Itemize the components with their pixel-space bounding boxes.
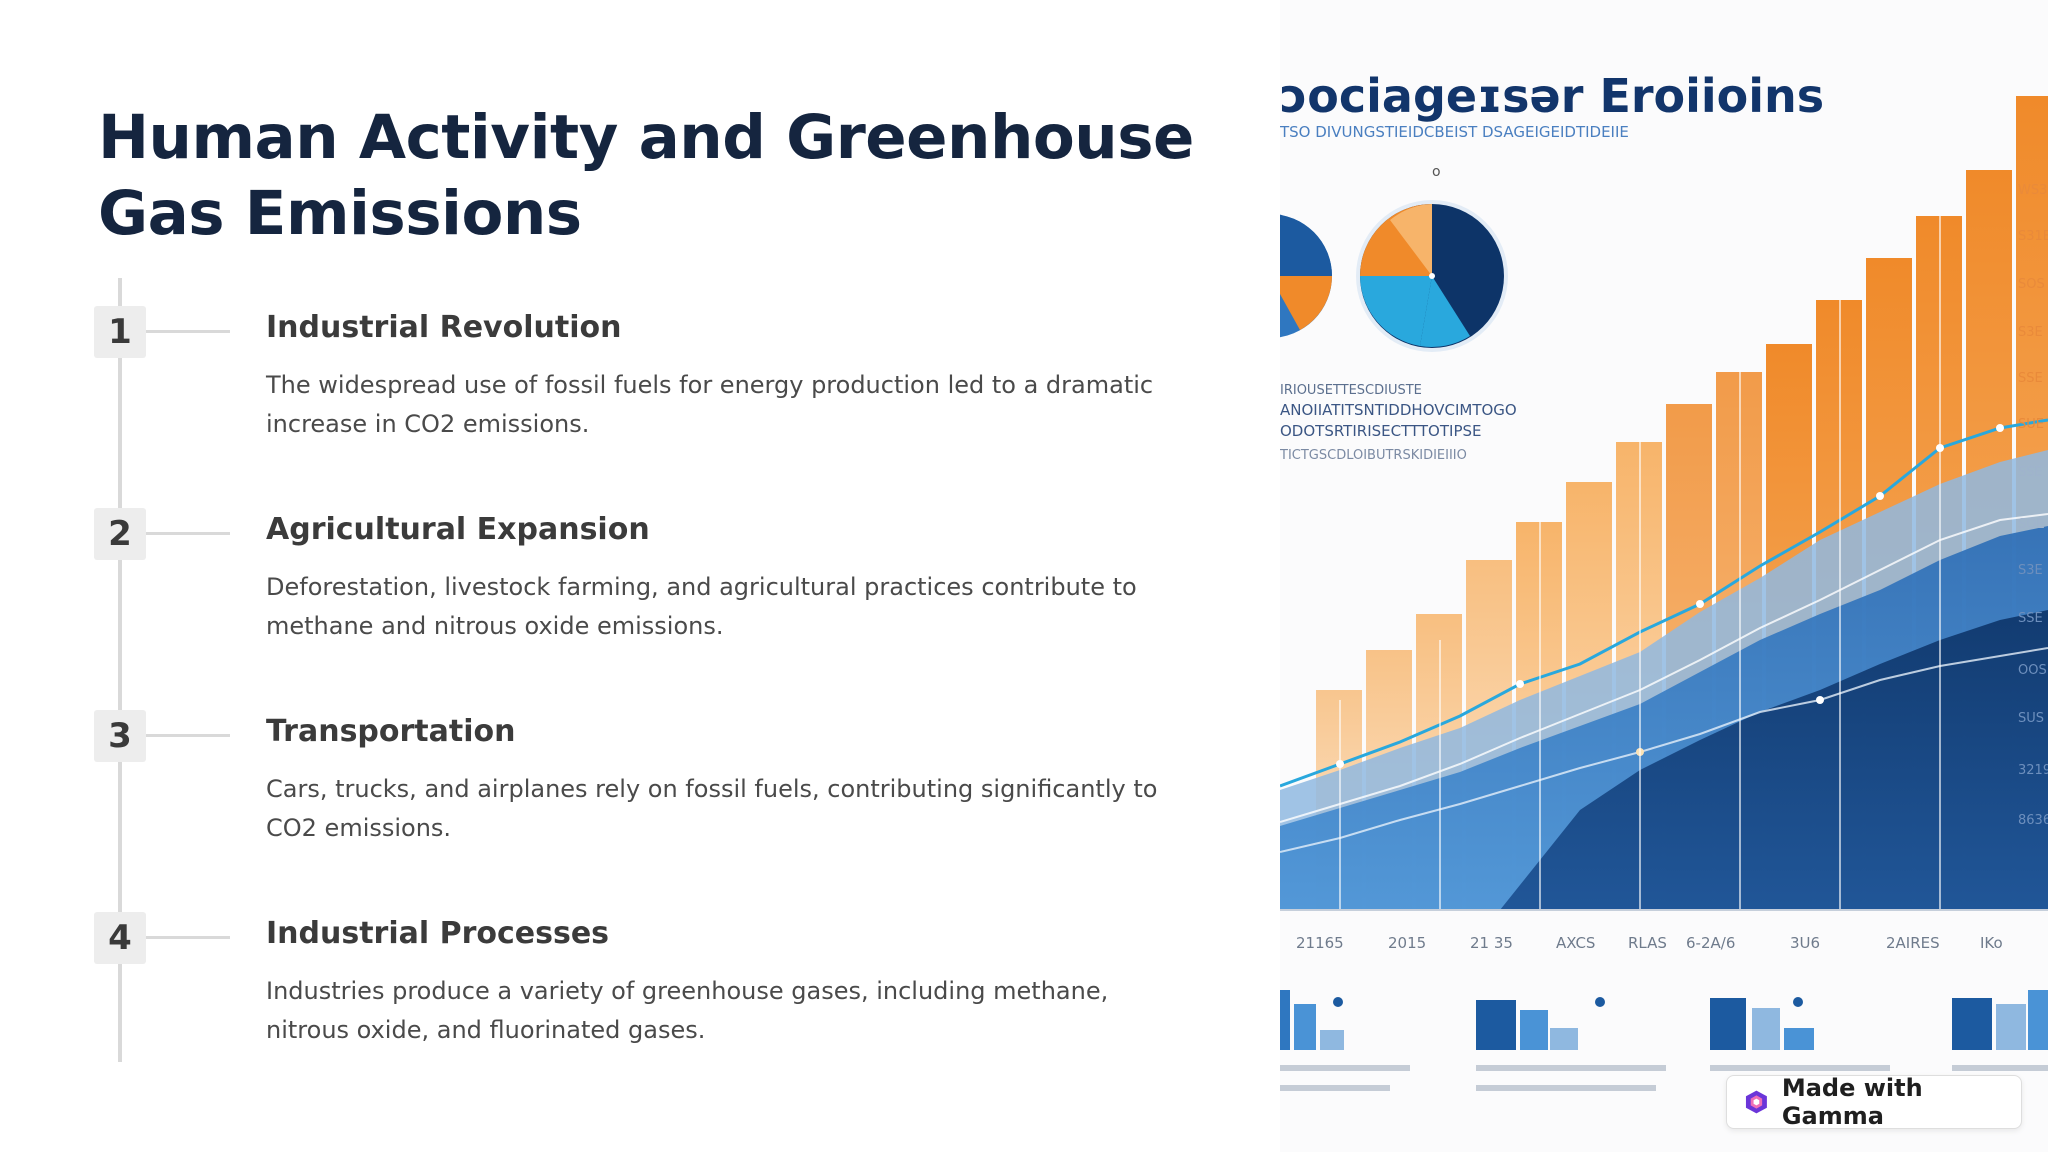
svg-text:3219: 3219	[2018, 763, 2048, 778]
infographic-caption-line: ODOTSRTIRISECTTTOTIPSE	[1280, 422, 1481, 440]
infographic-illustration: ɔociageɪsər Eroiioins TSO DIVUNGSTIEIDCB…	[1280, 69, 2048, 1091]
svg-text:AXCS: AXCS	[1556, 934, 1595, 952]
pie-chart-left	[1280, 214, 1332, 338]
svg-text:SOS: SOS	[2018, 277, 2045, 292]
svg-text:SUS: SUS	[2018, 711, 2044, 726]
mini-bar-group	[1476, 997, 1605, 1050]
infographic-caption-line: TICTGSCDLOIBUTRSKIDIEIIIO	[1280, 448, 1467, 463]
pie-chart-right	[1356, 200, 1508, 352]
timeline-connector	[146, 936, 230, 939]
step-title: Transportation	[266, 714, 516, 749]
step-title: Industrial Revolution	[266, 310, 622, 345]
step-number-badge: 4	[94, 912, 146, 964]
made-with-gamma-badge[interactable]: Made with Gamma	[1726, 1074, 2022, 1130]
right-axis-ticks: WS3 S31E SOS S3E SSE SUE SSE SOE S3E SSE…	[2018, 183, 2048, 828]
mini-bar-group	[1280, 990, 1344, 1050]
svg-text:OOS: OOS	[2018, 663, 2047, 678]
svg-text:SUE: SUE	[2018, 417, 2044, 432]
badge-label: Made with Gamma	[1781, 1074, 1923, 1130]
svg-text:S3E: S3E	[2018, 325, 2043, 340]
emissions-infographic-image: ɔociageɪsər Eroiioins TSO DIVUNGSTIEIDCB…	[1280, 0, 2048, 1152]
step-number-badge: 1	[94, 306, 146, 358]
svg-text:8636: 8636	[2018, 813, 2048, 828]
svg-text:WS3: WS3	[2018, 183, 2047, 198]
step-number-badge: 2	[94, 508, 146, 560]
step-title: Agricultural Expansion	[266, 512, 650, 547]
infographic-marker: o	[1432, 164, 1441, 180]
svg-text:RLAS: RLAS	[1628, 934, 1667, 952]
svg-text:S31E: S31E	[2018, 229, 2048, 244]
timeline-connector	[146, 734, 230, 737]
svg-text:21165: 21165	[1296, 934, 1344, 952]
step-description: Cars, trucks, and airplanes rely on foss…	[266, 775, 1158, 842]
svg-text:SOE: SOE	[2018, 517, 2045, 532]
svg-text:21 35: 21 35	[1470, 934, 1513, 952]
x-axis-ticks: 21165 2015 21 35 AXCS RLAS 6-2A/6 3U6 2A…	[1296, 934, 2003, 952]
svg-text:SSE: SSE	[2018, 611, 2043, 626]
step-description: Deforestation, livestock farming, and ag…	[266, 573, 1137, 640]
svg-text:2AIRES: 2AIRES	[1886, 934, 1940, 952]
infographic-subheading: TSO DIVUNGSTIEIDCBEIST DSAGEIGEIDTIDEIIE	[1280, 123, 1629, 141]
infographic-caption-line: IRIOUSETTESCDIUSTE	[1280, 383, 1422, 398]
timeline-connector	[146, 330, 230, 333]
svg-text:S3E: S3E	[2018, 563, 2043, 578]
svg-text:SSE: SSE	[2018, 371, 2043, 386]
slide-title: Human Activity and Greenhouse Gas Emissi…	[98, 102, 1194, 249]
svg-text:2015: 2015	[1388, 934, 1426, 952]
timeline-line	[118, 278, 122, 1062]
step-description: Industries produce a variety of greenhou…	[266, 977, 1109, 1044]
mini-captions	[1280, 1065, 2048, 1091]
step-description: The widespread use of fossil fuels for e…	[266, 371, 1154, 438]
mini-bar-group	[1952, 990, 2048, 1050]
step-number-badge: 3	[94, 710, 146, 762]
timeline-connector	[146, 532, 230, 535]
svg-text:SSE: SSE	[2018, 465, 2043, 480]
gamma-logo-icon	[1745, 1090, 1767, 1114]
svg-text:3U6: 3U6	[1790, 934, 1820, 952]
step-title: Industrial Processes	[266, 916, 610, 951]
infographic-heading: ɔociageɪsər Eroiioins	[1280, 69, 1824, 123]
svg-text:6-2A/6: 6-2A/6	[1686, 934, 1735, 952]
mini-bar-group	[1710, 997, 1814, 1050]
bar-chart	[1280, 96, 2048, 911]
svg-text:IKo: IKo	[1980, 934, 2003, 952]
infographic-caption-line: ANOIIATITSNTIDDHOVCIMTOGO	[1280, 401, 1517, 419]
